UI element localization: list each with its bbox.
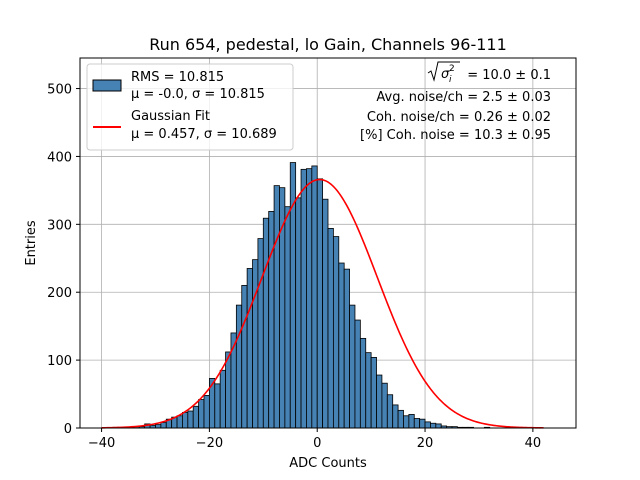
histogram-bar <box>408 414 415 429</box>
histogram-bar <box>397 409 404 429</box>
histogram-bar <box>419 418 426 429</box>
histogram-bar <box>349 304 356 429</box>
plot-area: −40 −20 0 20 40 0 100 200 300 400 500 <box>47 57 577 451</box>
histogram-bars <box>111 162 491 429</box>
histogram-bar <box>435 423 442 429</box>
legend-box <box>86 63 294 151</box>
y-tick-label: 0 <box>64 422 72 437</box>
histogram-bar <box>182 411 189 429</box>
gaussian-fit-curve <box>101 178 544 429</box>
chart-title: Run 654, pedestal, lo Gain, Channels 96-… <box>149 35 507 54</box>
histogram-bar <box>376 374 383 429</box>
histogram-bar <box>235 304 243 429</box>
annotation-avg-noise: Avg. noise/ch = 2.5 ± 0.03 <box>376 90 551 105</box>
x-tick-label: 0 <box>313 436 321 451</box>
histogram-bar <box>187 410 194 429</box>
histogram-bar <box>219 369 226 429</box>
legend-histogram-swatch <box>92 79 122 92</box>
histogram-bar <box>246 268 253 429</box>
histogram-bar <box>311 165 318 429</box>
histogram-bar <box>322 198 329 429</box>
legend-histogram-label: RMS = 10.815 <box>131 70 224 85</box>
histogram-bar <box>343 268 350 429</box>
histogram-bar <box>365 352 372 429</box>
histogram-bar <box>225 351 232 429</box>
histogram-bar <box>176 415 183 429</box>
histogram-bar <box>403 415 410 429</box>
y-tick-label: 300 <box>47 218 72 233</box>
x-tick-label: 20 <box>417 436 434 451</box>
histogram-bar <box>381 382 388 429</box>
x-axis-label: ADC Counts <box>289 456 367 471</box>
histogram-bar <box>338 262 345 429</box>
y-tick-label: 400 <box>47 150 72 165</box>
histogram-bar <box>430 422 437 429</box>
histogram-bar <box>160 422 167 429</box>
svg-text:σ: σ <box>441 67 450 82</box>
annotation-coh-noise-percent: [%] Coh. noise = 10.3 ± 0.95 <box>360 128 551 143</box>
histogram-bar <box>327 228 334 429</box>
sqrt-sigma-symbol: σ i 2 <box>427 61 460 85</box>
histogram-bar <box>295 197 302 429</box>
histogram-bar <box>262 217 270 429</box>
histogram-bar <box>386 394 394 429</box>
svg-text:i: i <box>449 75 452 85</box>
y-tick-label: 500 <box>47 83 72 98</box>
annotation-sqrt-sigma: = 10.0 ± 0.1 <box>467 68 551 83</box>
histogram-bar <box>370 356 377 429</box>
histogram-bar <box>257 238 264 429</box>
y-axis-label: Entries <box>24 220 39 266</box>
y-axis-ticks: 0 100 200 300 400 500 <box>47 83 80 437</box>
legend: RMS = 10.815 μ = -0.0, σ = 10.815 Gaussi… <box>86 63 294 151</box>
histogram-bar <box>424 421 431 429</box>
histogram-bar <box>252 259 259 429</box>
axes-frame <box>79 57 577 429</box>
histogram-bar <box>359 337 367 429</box>
histogram-bar <box>354 319 361 429</box>
legend-fit-label: Gaussian Fit <box>131 109 210 124</box>
histogram-bar <box>268 211 275 429</box>
histogram-bar <box>241 285 248 429</box>
histogram-bar <box>192 405 200 429</box>
histogram-bar <box>332 236 340 429</box>
svg-text:2: 2 <box>449 64 455 74</box>
legend-fit-stats: μ = 0.457, σ = 10.689 <box>131 127 277 142</box>
x-tick-label: −20 <box>196 436 223 451</box>
histogram-bar <box>316 178 324 429</box>
histogram-bar <box>413 418 421 429</box>
legend-histogram-stats: μ = -0.0, σ = 10.815 <box>131 87 265 102</box>
y-tick-label: 100 <box>47 354 72 369</box>
histogram-bar <box>300 168 307 429</box>
x-tick-label: 40 <box>525 436 542 451</box>
histogram-bar <box>392 404 399 429</box>
histogram-bar <box>306 168 313 429</box>
histogram-bar <box>203 395 210 429</box>
x-axis-ticks: −40 −20 0 20 40 <box>88 428 541 451</box>
y-tick-label: 200 <box>47 286 72 301</box>
histogram-bar <box>284 206 291 429</box>
noise-annotations: σ i 2 = 10.0 ± 0.1 Avg. noise/ch = 2.5 ±… <box>360 61 551 143</box>
histogram-bar <box>155 424 162 429</box>
x-tick-label: −40 <box>88 436 115 451</box>
histogram-bar <box>273 185 280 429</box>
histogram-bar <box>198 399 205 429</box>
histogram-bar <box>214 383 221 429</box>
annotation-coh-noise: Coh. noise/ch = 0.26 ± 0.02 <box>367 110 551 125</box>
